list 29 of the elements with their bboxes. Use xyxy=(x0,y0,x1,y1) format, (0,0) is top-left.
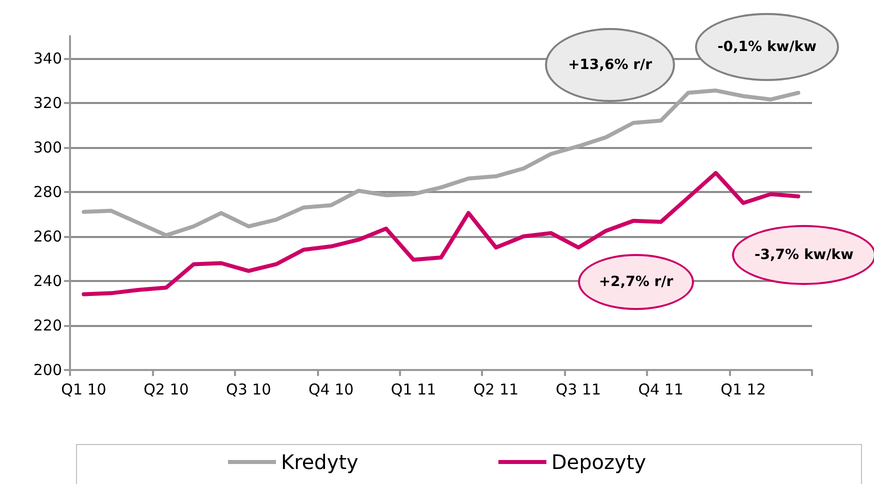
x-tick-label: Q2 10 xyxy=(144,380,189,398)
line-series xyxy=(82,170,800,296)
callout-ellipse: +13,6% r/r xyxy=(545,28,675,102)
annotation: -0,1% kw/kw xyxy=(717,39,817,55)
y-tick-label: 240 xyxy=(33,272,62,290)
legend-label: Kredyty xyxy=(280,450,359,474)
annotation: +2,7% r/r xyxy=(598,274,674,290)
x-tick-label: Q4 10 xyxy=(308,380,354,398)
x-tick-label: Q2 11 xyxy=(473,380,519,398)
callout-ellipse: -0,1% kw/kw xyxy=(695,13,839,81)
x-tick-label: Q4 11 xyxy=(638,380,684,398)
legend-label: Depozyty xyxy=(551,450,646,474)
x-tick-label: Q1 10 xyxy=(61,380,106,398)
callout-ellipse: -3,7% kw/kw xyxy=(732,225,874,285)
y-tick-label: 300 xyxy=(33,138,62,156)
annotation: -3,7% kw/kw xyxy=(754,247,854,263)
callout-ellipse: +2,7% r/r xyxy=(578,254,694,310)
x-tick-label: Q3 11 xyxy=(556,380,602,398)
y-tick-label: 340 xyxy=(33,49,62,68)
y-tick-label: 320 xyxy=(33,94,62,112)
y-tick-label: 200 xyxy=(33,361,62,379)
x-tick-label: Q3 10 xyxy=(226,380,272,398)
x-tick-label: Q1 12 xyxy=(720,380,766,398)
x-tick-label: Q1 11 xyxy=(390,380,436,398)
y-tick-label: 280 xyxy=(33,182,62,201)
line-series xyxy=(82,88,800,238)
annotation: +13,6% r/r xyxy=(568,57,652,73)
y-tick-label: 220 xyxy=(33,316,62,334)
y-tick-label: 260 xyxy=(33,227,62,246)
